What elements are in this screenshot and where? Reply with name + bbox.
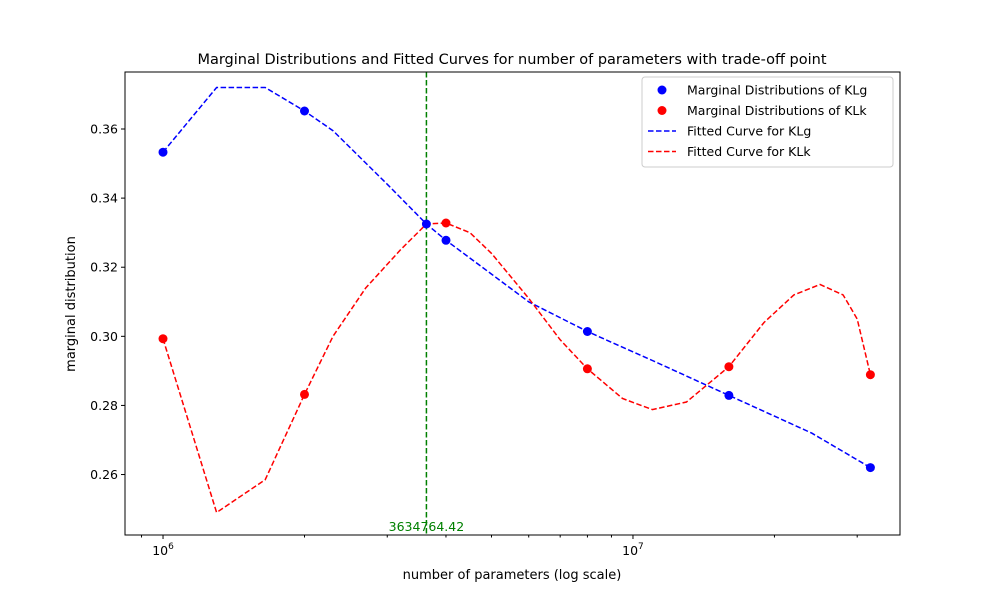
y-tick-label: 0.30	[90, 329, 118, 344]
legend-marker	[657, 85, 667, 95]
x-tick-label: 107	[622, 542, 644, 558]
tradeoff-label: 3634764.42	[389, 519, 465, 534]
y-tick-label: 0.34	[90, 191, 118, 206]
scatter-point	[441, 235, 451, 245]
x-axis-label: number of parameters (log scale)	[403, 568, 622, 583]
scatter-point	[300, 389, 309, 399]
y-axis-label: marginal distribution	[64, 236, 79, 372]
chart-title: Marginal Distributions and Fitted Curves…	[197, 52, 826, 68]
scatter-point	[582, 364, 592, 374]
scatter-point	[865, 370, 875, 380]
legend-marker	[657, 106, 667, 115]
tradeoff-marker: 3634764.42	[389, 72, 465, 535]
plot-frame	[124, 71, 901, 536]
x-axis: 106 107	[141, 535, 858, 558]
scatter-points	[158, 106, 875, 473]
legend-label: Marginal Distributions of KLg	[687, 83, 867, 98]
scatter-point	[158, 147, 168, 157]
y-axis: 0.26 0.28 0.30 0.32 0.34 0.36	[90, 122, 125, 482]
legend-label: Marginal Distributions of KLk	[687, 103, 867, 118]
y-tick-label: 0.26	[90, 467, 118, 482]
y-tick-label: 0.32	[90, 260, 118, 275]
x-tick-label: 106	[152, 542, 174, 558]
y-tick-label: 0.36	[90, 122, 118, 137]
legend-label: Fitted Curve for KLk	[687, 144, 811, 159]
fitted-curve-3	[162, 222, 872, 514]
scatter-point	[441, 218, 451, 228]
scatter-point	[865, 463, 875, 473]
legend-label: Fitted Curve for KLg	[687, 124, 811, 139]
y-tick-label: 0.28	[90, 398, 118, 413]
scatter-point	[421, 219, 431, 229]
scatter-point	[158, 334, 168, 344]
scatter-point	[582, 327, 592, 336]
legend: Marginal Distributions of KLg Marginal Di…	[641, 76, 894, 168]
scatter-point	[300, 106, 309, 116]
scatter-point	[724, 362, 734, 372]
scatter-point	[724, 390, 734, 400]
legend-box	[641, 76, 894, 168]
